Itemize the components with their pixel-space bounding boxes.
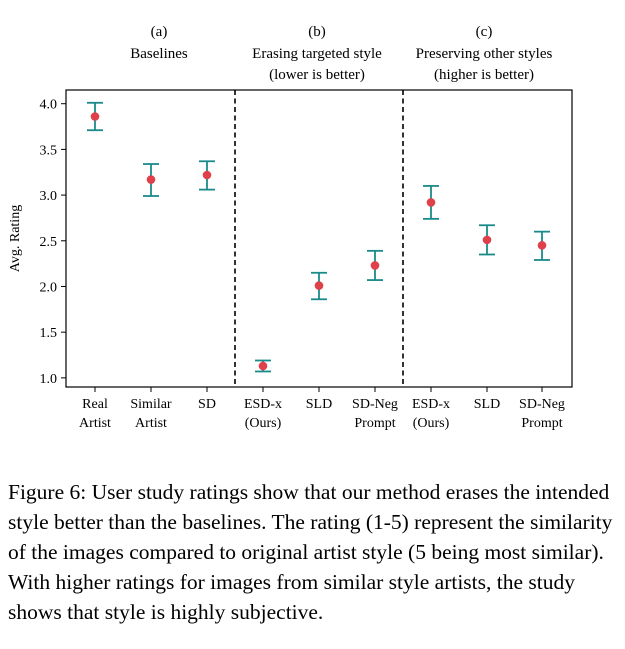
x-tick-label: (Ours)	[245, 416, 282, 431]
data-point	[258, 361, 268, 371]
data-point	[426, 198, 436, 207]
y-axis-label: Avg. Rating	[8, 205, 23, 272]
x-tick-label: (Ours)	[413, 416, 450, 431]
y-tick-label: 1.0	[40, 372, 58, 387]
x-tick-label: ESD-x	[412, 397, 450, 412]
x-tick-label: SD	[198, 397, 216, 412]
data-point	[482, 235, 492, 245]
x-tick-label: Prompt	[521, 416, 562, 431]
data-point	[314, 281, 324, 290]
x-tick-label: SLD	[474, 397, 500, 412]
group-title: Erasing targeted style	[252, 46, 382, 62]
rating-chart: 1.0 1.5 2.0 2.5 3.0 3.5 4.0 Avg. Rating (a) Basel…	[8, 24, 573, 431]
figure-caption: Figure 6: User study ratings show that o…	[8, 479, 613, 624]
x-tick-label: Real	[82, 397, 108, 412]
x-tick-label: Similar	[130, 397, 172, 412]
data-point	[90, 112, 100, 121]
x-tick-label: Prompt	[354, 416, 395, 431]
x-tick-label: ESD-x	[244, 397, 282, 412]
y-tick-label: 2.5	[40, 235, 58, 250]
figure-6: 1.0 1.5 2.0 2.5 3.0 3.5 4.0 Avg. Rating (a) Basel…	[8, 24, 573, 431]
group-title: Baselines	[130, 46, 188, 62]
group-label: (b)	[308, 24, 326, 40]
x-tick-label: Artist	[135, 416, 167, 431]
data-point	[537, 241, 547, 250]
data-point	[370, 261, 380, 270]
x-tick-label: SD-Neg	[352, 397, 398, 412]
y-tick-label: 3.0	[40, 189, 58, 204]
x-tick-label: SD-Neg	[519, 397, 565, 412]
y-tick-label: 1.5	[40, 326, 58, 341]
x-tick-label: SLD	[306, 397, 332, 412]
y-tick-label: 3.5	[40, 143, 58, 158]
group-title: Preserving other styles	[416, 46, 553, 62]
group-label: (a)	[151, 24, 168, 40]
y-tick-label: 4.0	[40, 98, 58, 113]
data-point	[146, 175, 156, 184]
group-title: (lower is better)	[269, 67, 365, 83]
y-tick-label: 2.0	[40, 280, 58, 295]
plot-frame	[65, 89, 573, 388]
data-point	[202, 170, 212, 180]
x-tick-label: Artist	[79, 416, 111, 431]
group-title: (higher is better)	[434, 67, 534, 83]
group-label: (c)	[476, 24, 493, 40]
